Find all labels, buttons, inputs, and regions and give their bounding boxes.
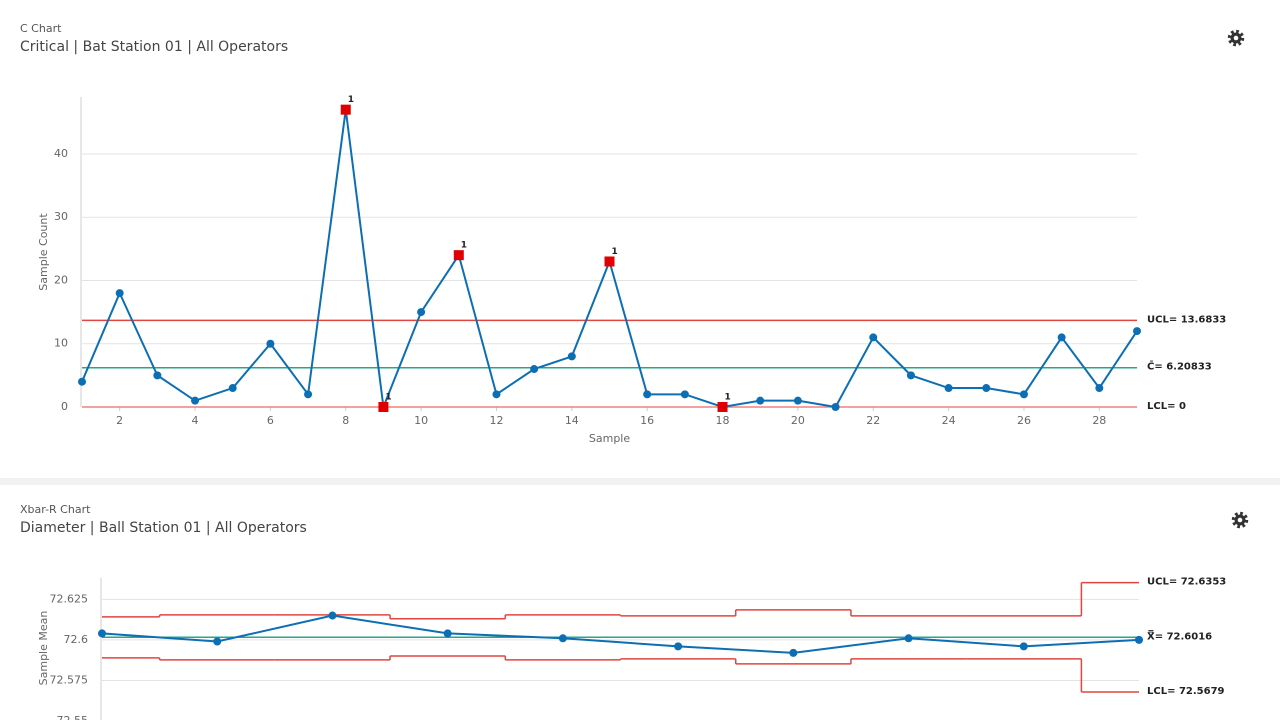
rule-violation-label: 1 bbox=[725, 393, 731, 403]
chart-subtitle: Diameter | Ball Station 01 | All Operato… bbox=[20, 520, 307, 536]
x-tick-label: 28 bbox=[1092, 414, 1106, 427]
y-tick-label: 72.625 bbox=[50, 592, 89, 605]
y-tick-label: 10 bbox=[54, 337, 68, 350]
y-tick-label: 72.55 bbox=[57, 714, 89, 720]
y-tick-label: 72.6 bbox=[64, 633, 89, 646]
data-point bbox=[674, 642, 683, 651]
panel-separator bbox=[0, 478, 1280, 485]
data-point bbox=[213, 637, 222, 646]
data-point bbox=[558, 634, 567, 643]
gear-hole bbox=[1237, 517, 1243, 523]
control-line-label: UCL= 72.6353 bbox=[1147, 577, 1226, 588]
gear-teeth bbox=[1231, 511, 1249, 529]
out-of-control-point bbox=[453, 250, 464, 261]
chart-type: C Chart bbox=[20, 22, 62, 35]
x-tick-label: 26 bbox=[1017, 414, 1031, 427]
control-line-label: LCL= 0 bbox=[1147, 401, 1186, 412]
data-point bbox=[1019, 642, 1028, 651]
control-line-label: C̄= 6.20833 bbox=[1147, 360, 1212, 373]
x-tick-label: 2 bbox=[116, 414, 123, 427]
data-point bbox=[153, 371, 162, 380]
x-tick-label: 22 bbox=[866, 414, 880, 427]
control-line-label: X̿= 72.6016 bbox=[1147, 629, 1212, 642]
data-point bbox=[982, 384, 991, 393]
out-of-control-point bbox=[378, 402, 389, 412]
data-point bbox=[417, 308, 426, 317]
x-tick-label: 20 bbox=[791, 414, 805, 427]
data-point bbox=[266, 339, 275, 348]
data-line bbox=[101, 614, 1140, 654]
settings-icon[interactable] bbox=[1231, 511, 1249, 529]
data-point bbox=[191, 396, 200, 405]
x-tick-label: 18 bbox=[716, 414, 730, 427]
control-line-label: UCL= 13.6833 bbox=[1147, 314, 1226, 325]
data-point bbox=[304, 390, 313, 399]
data-point bbox=[443, 629, 452, 638]
gear-hole bbox=[1233, 35, 1239, 41]
control-line-label: LCL= 72.5679 bbox=[1147, 686, 1225, 697]
out-of-control-point bbox=[717, 402, 728, 412]
data-point bbox=[492, 390, 501, 399]
data-point bbox=[906, 371, 915, 380]
y-axis-label: Sample Count bbox=[37, 213, 50, 291]
data-point bbox=[789, 648, 798, 657]
data-point bbox=[680, 390, 689, 399]
data-point bbox=[1133, 327, 1141, 336]
chart-subtitle: Critical | Bat Station 01 | All Operator… bbox=[20, 39, 288, 55]
y-tick-label: 40 bbox=[54, 147, 68, 160]
y-tick-label: 30 bbox=[54, 210, 68, 223]
data-point bbox=[328, 611, 337, 620]
rule-violation-label: 1 bbox=[612, 247, 618, 257]
x-tick-label: 24 bbox=[942, 414, 956, 427]
data-point bbox=[831, 403, 840, 411]
data-point bbox=[944, 384, 953, 393]
x-tick-label: 10 bbox=[414, 414, 428, 427]
data-point bbox=[1095, 384, 1104, 393]
x-tick-label: 4 bbox=[192, 414, 199, 427]
data-point bbox=[1057, 333, 1066, 342]
data-point bbox=[115, 289, 124, 298]
settings-icon[interactable] bbox=[1227, 29, 1245, 47]
x-tick-label: 12 bbox=[489, 414, 503, 427]
x-tick-label: 6 bbox=[267, 414, 274, 427]
data-point bbox=[228, 384, 237, 393]
data-point bbox=[643, 390, 652, 399]
data-point bbox=[793, 396, 802, 405]
out-of-control-point bbox=[604, 256, 615, 267]
out-of-control-point bbox=[340, 104, 351, 115]
x-axis-label: Sample bbox=[589, 432, 630, 445]
y-tick-label: 20 bbox=[54, 273, 68, 286]
gear-teeth bbox=[1227, 29, 1245, 47]
chart-type: Xbar-R Chart bbox=[20, 503, 91, 516]
data-point bbox=[869, 333, 878, 342]
y-tick-label: 0 bbox=[61, 400, 68, 413]
data-point bbox=[1019, 390, 1028, 399]
y-axis-label: Sample Mean bbox=[37, 611, 50, 686]
x-tick-label: 14 bbox=[565, 414, 579, 427]
data-point bbox=[530, 365, 539, 374]
data-point bbox=[1135, 635, 1143, 644]
rule-violation-label: 1 bbox=[461, 241, 467, 251]
data-point bbox=[567, 352, 576, 361]
data-point bbox=[904, 634, 913, 643]
data-point bbox=[756, 396, 765, 405]
data-point bbox=[78, 377, 86, 386]
rule-violation-label: 1 bbox=[385, 393, 391, 403]
rule-violation-label: 1 bbox=[348, 95, 354, 105]
x-tick-label: 16 bbox=[640, 414, 654, 427]
y-tick-label: 72.575 bbox=[50, 673, 89, 686]
x-tick-label: 8 bbox=[342, 414, 349, 427]
data-point bbox=[98, 629, 106, 638]
